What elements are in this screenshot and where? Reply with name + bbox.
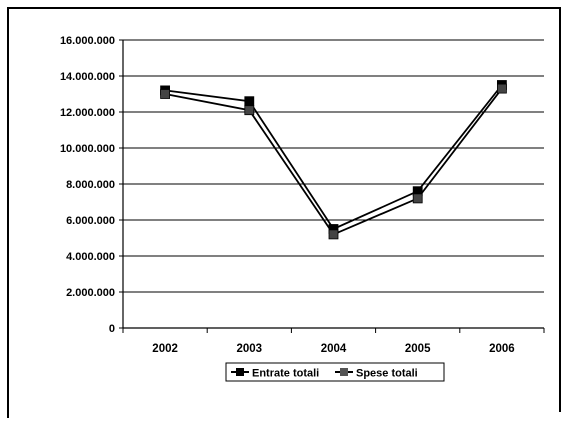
chart-border	[7, 7, 561, 418]
legend-swatch-entrate-marker	[236, 368, 244, 376]
data-point-1	[160, 89, 171, 99]
y-tick-label: 14.000.000	[60, 71, 115, 83]
y-tick-label: 10.000.000	[60, 143, 115, 155]
x-tick-label: 2002	[152, 343, 178, 355]
y-tick-label: 6.000.000	[66, 215, 115, 227]
series-layer	[160, 80, 507, 240]
data-point-0	[244, 96, 255, 107]
y-tick-label: 12.000.000	[60, 107, 115, 119]
y-axis-ticks: 0 2.000.000 4.000.000 6.000.000 8.000.000 10.…	[60, 35, 123, 335]
x-tick-label: 2006	[489, 343, 515, 355]
legend-label-spese: Spese totali	[356, 368, 418, 380]
x-axis-ticks: 2002 2003 2004 2005 2006	[122, 328, 545, 355]
data-point-1	[244, 105, 255, 116]
y-tick-label: 0	[109, 323, 115, 335]
legend: Entrate totali Spese totali	[225, 362, 445, 382]
y-tick-label: 2.000.000	[66, 287, 115, 299]
chart-frame: 0 2.000.000 4.000.000 6.000.000 8.000.000 10.…	[7, 7, 561, 418]
x-tick-label: 2005	[405, 343, 431, 355]
legend-label-entrate: Entrate totali	[252, 368, 319, 380]
y-tick-label: 16.000.000	[60, 35, 115, 47]
data-point-1	[328, 229, 339, 240]
x-tick-label: 2004	[321, 343, 347, 355]
data-point-1	[412, 193, 423, 204]
y-tick-label: 4.000.000	[66, 251, 115, 263]
plot-area: 0 2.000.000 4.000.000 6.000.000 8.000.000 10.…	[60, 35, 545, 355]
x-tick-label: 2003	[237, 343, 263, 355]
y-tick-label: 8.000.000	[66, 179, 115, 191]
series-line-1	[164, 88, 503, 236]
data-point-1	[496, 83, 507, 94]
gridlines	[123, 39, 544, 293]
series-line-0	[164, 84, 503, 231]
legend-swatch-spese-marker	[340, 368, 348, 376]
